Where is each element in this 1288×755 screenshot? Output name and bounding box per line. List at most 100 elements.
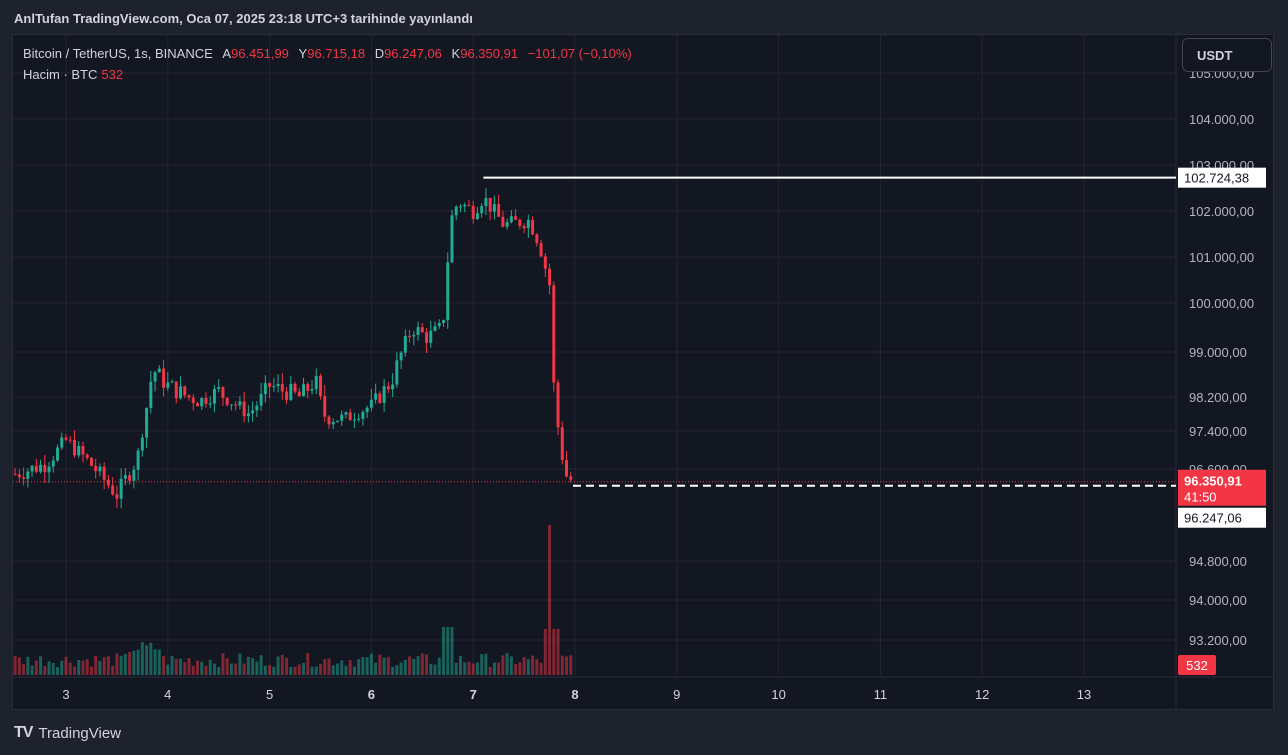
- volume-bar: [344, 665, 348, 675]
- candle-body: [140, 437, 144, 451]
- candle-body: [450, 215, 454, 263]
- candle-body: [437, 323, 441, 327]
- candle-body: [433, 326, 437, 331]
- candle-body: [323, 396, 327, 417]
- y-tick-label: 93.200,00: [1189, 633, 1247, 648]
- candle-body: [509, 216, 513, 223]
- candle-body: [335, 420, 339, 422]
- volume-bar: [225, 658, 229, 675]
- volume-bar: [128, 651, 132, 675]
- currency-button[interactable]: USDT: [1182, 38, 1272, 72]
- volume-bar: [157, 649, 161, 675]
- candle-body: [480, 206, 484, 214]
- close-label: K: [451, 46, 461, 61]
- volume-bar: [480, 654, 484, 675]
- y-tick-label: 98.200,00: [1189, 390, 1247, 405]
- low-label: D: [374, 46, 385, 61]
- candle-body: [39, 464, 43, 472]
- ohlc-legend: Bitcoin / TetherUS, 1s, BINANCE A96.451,…: [23, 46, 632, 61]
- volume-bar: [382, 657, 386, 675]
- volume-bar: [68, 662, 72, 675]
- volume-bar: [217, 666, 221, 675]
- candle-body: [569, 476, 573, 480]
- candle-body: [26, 471, 30, 479]
- candle-body: [183, 386, 187, 396]
- volume-bar: [297, 664, 301, 675]
- x-tick-label: 7: [470, 687, 477, 702]
- volume-bar: [458, 655, 462, 675]
- volume-bar: [60, 660, 64, 675]
- volume-bar: [255, 661, 259, 675]
- candle-body: [187, 395, 191, 398]
- price-chart[interactable]: 105.000,00104.000,00103.000,00102.000,00…: [13, 35, 1273, 709]
- candle-body: [234, 404, 238, 406]
- candle-body: [522, 225, 526, 229]
- volume-bar: [497, 662, 501, 675]
- volume-bar: [425, 654, 429, 675]
- candle-body: [251, 410, 255, 414]
- volume-bar: [280, 654, 284, 675]
- candle-body: [361, 412, 365, 419]
- symbol-label[interactable]: Bitcoin / TetherUS, 1s, BINANCE: [23, 46, 213, 61]
- candle-body: [382, 386, 386, 403]
- candle-body: [136, 450, 140, 470]
- candle-body: [505, 222, 509, 227]
- candle-body: [191, 397, 195, 404]
- volume-bar: [47, 661, 51, 675]
- candle-body: [221, 387, 225, 398]
- volume-value: 532: [101, 67, 124, 82]
- volume-bar: [319, 663, 322, 675]
- volume-bar: [221, 653, 225, 675]
- candle-body: [539, 243, 543, 257]
- candle-body: [467, 204, 471, 206]
- candle-body: [242, 401, 246, 417]
- volume-bar: [403, 659, 407, 675]
- candle-body: [475, 213, 479, 220]
- candle-body: [98, 466, 102, 472]
- candle-body: [13, 474, 17, 476]
- last-price-label: 96.350,91: [1184, 474, 1242, 489]
- x-tick-label: 5: [266, 687, 273, 702]
- volume-bar: [539, 662, 543, 675]
- volume-bar: [26, 656, 30, 675]
- volume-bar: [374, 662, 378, 675]
- volume-bar: [501, 655, 505, 675]
- volume-bar: [179, 658, 183, 675]
- candle-body: [81, 445, 85, 455]
- volume-bar: [77, 660, 81, 675]
- volume-bar: [306, 653, 310, 675]
- volume-bar: [340, 660, 344, 675]
- volume-bar: [119, 655, 123, 675]
- candle-body: [272, 386, 276, 388]
- volume-bar: [548, 525, 552, 675]
- candle-body: [17, 474, 21, 478]
- candle-body: [319, 375, 322, 397]
- candle-body: [289, 383, 293, 400]
- volume-bar: [509, 656, 513, 675]
- volume-bar: [310, 666, 314, 675]
- volume-bar: [361, 657, 365, 675]
- candle-body: [123, 475, 127, 479]
- chart-pane[interactable]: 105.000,00 104.000,00 103.000,00 102.000,00…: [12, 34, 1274, 710]
- volume-bar: [484, 653, 488, 675]
- y-tick-label: 97.400,00: [1189, 424, 1247, 439]
- candle-body: [297, 391, 301, 397]
- volume-bar: [488, 666, 492, 675]
- candle-body: [552, 285, 556, 383]
- candle-body: [310, 389, 314, 391]
- tradingview-logo[interactable]: TV TradingView: [14, 724, 121, 742]
- candle-body: [442, 320, 445, 324]
- volume-bar: [454, 662, 458, 675]
- y-tick-label: 100.000,00: [1189, 296, 1254, 311]
- x-tick-label: 13: [1077, 687, 1091, 702]
- candle-body: [217, 387, 221, 390]
- candle-body: [259, 394, 263, 406]
- x-tick-label: 9: [673, 687, 680, 702]
- volume-label[interactable]: Hacim · BTC: [23, 67, 98, 82]
- volume-bar: [335, 663, 339, 675]
- candle-body: [365, 407, 369, 413]
- volume-bar: [276, 656, 280, 675]
- volume-bar: [268, 665, 272, 675]
- y-tick-label: 99.000,00: [1189, 345, 1247, 360]
- open-label: A: [222, 46, 232, 61]
